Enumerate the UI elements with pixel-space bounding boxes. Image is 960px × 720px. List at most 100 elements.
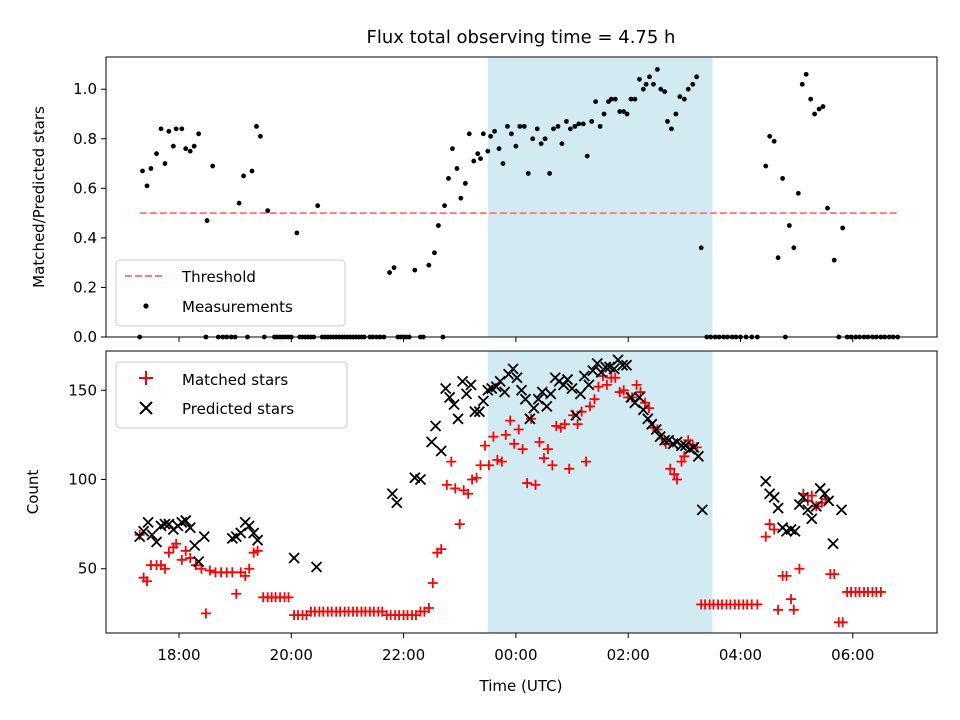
predicted-star-point	[822, 495, 835, 507]
matched-star-point	[559, 419, 570, 430]
predicted-star-point	[448, 398, 460, 411]
measurement-point	[567, 126, 573, 132]
bottom-y-axis-title: Count	[24, 470, 42, 515]
measurement-point	[820, 104, 826, 109]
matched-star-point	[475, 460, 486, 471]
matched-star-point	[200, 608, 211, 619]
matched-star-point	[576, 406, 587, 417]
measurement-point	[640, 86, 646, 92]
predicted-star-point	[768, 491, 780, 503]
measurement-point	[542, 136, 548, 142]
measurement-point	[517, 123, 523, 129]
measurement-point	[478, 156, 483, 161]
matched-star-point	[760, 531, 771, 542]
measurement-point	[508, 131, 514, 137]
matched-star-point	[631, 379, 642, 390]
predicted-star-point	[243, 520, 255, 532]
predicted-star-point	[198, 530, 210, 543]
chart-title: Flux total observing time = 4.75 h	[367, 27, 676, 48]
matched-star-point	[610, 372, 621, 383]
matched-star-point	[788, 604, 799, 615]
y-tick-label: 0.2	[73, 278, 97, 296]
matched-star-point	[513, 424, 524, 435]
measurement-point	[475, 151, 481, 157]
measurement-point	[204, 218, 210, 223]
measurement-point	[589, 119, 595, 124]
predicted-star-point	[193, 555, 205, 568]
measurement-point	[651, 81, 656, 87]
y-tick-label: 0.6	[73, 179, 97, 197]
predicted-star-point	[456, 375, 469, 387]
measurement-point	[492, 128, 497, 134]
measurement-point	[799, 81, 805, 87]
top-y-axis-title: Matched/Predicted stars	[30, 106, 48, 288]
measurement-point	[775, 255, 781, 261]
predicted-star-point	[570, 409, 582, 421]
predicted-star-point	[159, 518, 171, 530]
predicted-star-point	[625, 391, 637, 404]
matched-star-point	[806, 490, 817, 501]
matched-star-point	[176, 554, 187, 565]
top-panel-frame	[105, 56, 938, 338]
measurement-point	[637, 76, 642, 82]
predicted-star-point	[429, 420, 442, 432]
predicted-star-point	[469, 406, 481, 418]
predicted-star-point	[692, 450, 705, 462]
predicted-star-point	[473, 406, 486, 418]
predicted-stars-points	[134, 354, 848, 573]
measurement-point	[612, 96, 618, 102]
matched-star-point	[483, 460, 494, 471]
predicted-star-point	[802, 504, 814, 516]
predicted-star-point	[591, 357, 603, 370]
predicted-star-point	[134, 530, 146, 543]
matched-star-point	[163, 547, 174, 558]
predicted-star-point	[235, 527, 247, 539]
measurement-point	[555, 123, 561, 129]
x-tick-label: 06:00	[831, 646, 874, 664]
matched-star-point	[665, 463, 676, 474]
predicted-legend-swatch	[139, 401, 153, 415]
predicted-star-point	[637, 404, 649, 416]
measurement-point	[812, 111, 817, 117]
predicted-star-point	[696, 504, 708, 516]
measurement-point	[698, 245, 704, 251]
matched-star-point	[505, 415, 516, 426]
matched-star-point	[141, 576, 152, 587]
measurement-point	[530, 136, 536, 142]
measurement-point	[521, 123, 527, 129]
matched-star-point	[581, 456, 592, 467]
measurement-point	[840, 225, 846, 231]
predicted-star-point	[806, 513, 818, 525]
measurement-point	[210, 163, 216, 169]
matched-star-point	[480, 440, 491, 451]
measurement-point	[179, 126, 185, 132]
matched-star-point	[227, 567, 238, 578]
measurement-point	[654, 66, 660, 72]
predicted-star-point	[797, 491, 810, 503]
matched-star-point	[159, 563, 170, 574]
measurement-point	[771, 138, 777, 144]
measurement-point	[662, 89, 668, 95]
measurement-point	[632, 96, 638, 102]
measurement-point	[442, 203, 447, 209]
predicted-star-point	[477, 395, 489, 407]
matched-star-point	[180, 545, 191, 556]
predicted-star-point	[578, 370, 591, 382]
matched-legend-label: Matched stars	[182, 371, 288, 389]
predicted-star-point	[465, 379, 477, 391]
matched-star-point	[669, 469, 680, 480]
measurement-point	[628, 96, 634, 102]
x-tick-label: 22:00	[382, 646, 425, 664]
x-tick-label: 02:00	[607, 646, 650, 664]
predicted-legend-label: Predicted stars	[182, 400, 294, 418]
predicted-star-point	[789, 525, 801, 537]
measurements-legend-swatch	[143, 303, 149, 309]
predicted-star-point	[391, 497, 403, 509]
measurement-point	[525, 171, 531, 176]
top-highlight-span	[487, 57, 713, 337]
measurement-point	[551, 126, 556, 132]
x-tick-label: 00:00	[494, 646, 537, 664]
predicted-star-point	[574, 388, 587, 400]
matched-star-point	[769, 524, 780, 535]
